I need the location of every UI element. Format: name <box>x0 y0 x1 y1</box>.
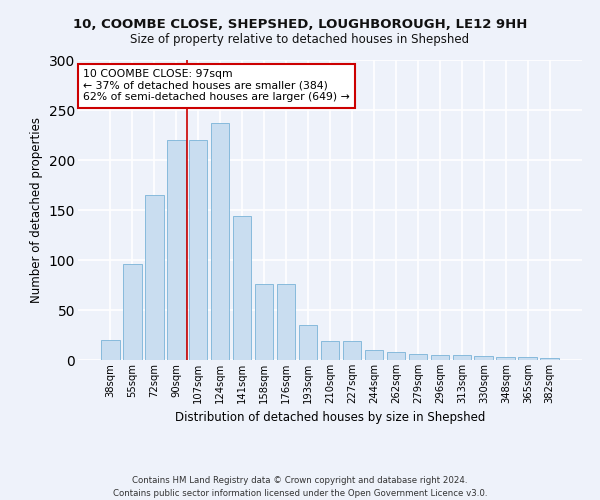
Bar <box>365 350 383 360</box>
Bar <box>167 140 185 360</box>
Bar <box>386 352 405 360</box>
Bar <box>299 325 317 360</box>
Text: 10 COOMBE CLOSE: 97sqm
← 37% of detached houses are smaller (384)
62% of semi-de: 10 COOMBE CLOSE: 97sqm ← 37% of detached… <box>83 69 350 102</box>
Bar <box>452 355 471 360</box>
Bar <box>255 284 274 360</box>
Bar <box>541 358 559 360</box>
Bar <box>518 357 537 360</box>
Bar <box>475 356 493 360</box>
Bar <box>211 123 229 360</box>
Bar <box>101 340 119 360</box>
Bar <box>277 284 295 360</box>
Bar <box>233 216 251 360</box>
Bar <box>189 140 208 360</box>
Y-axis label: Number of detached properties: Number of detached properties <box>30 117 43 303</box>
Text: Contains HM Land Registry data © Crown copyright and database right 2024.
Contai: Contains HM Land Registry data © Crown c… <box>113 476 487 498</box>
Bar <box>496 357 515 360</box>
Bar <box>320 341 340 360</box>
Bar <box>409 354 427 360</box>
Text: 10, COOMBE CLOSE, SHEPSHED, LOUGHBOROUGH, LE12 9HH: 10, COOMBE CLOSE, SHEPSHED, LOUGHBOROUGH… <box>73 18 527 30</box>
Bar <box>343 341 361 360</box>
Bar <box>145 195 164 360</box>
X-axis label: Distribution of detached houses by size in Shepshed: Distribution of detached houses by size … <box>175 412 485 424</box>
Bar <box>431 355 449 360</box>
Bar <box>123 264 142 360</box>
Text: Size of property relative to detached houses in Shepshed: Size of property relative to detached ho… <box>130 32 470 46</box>
